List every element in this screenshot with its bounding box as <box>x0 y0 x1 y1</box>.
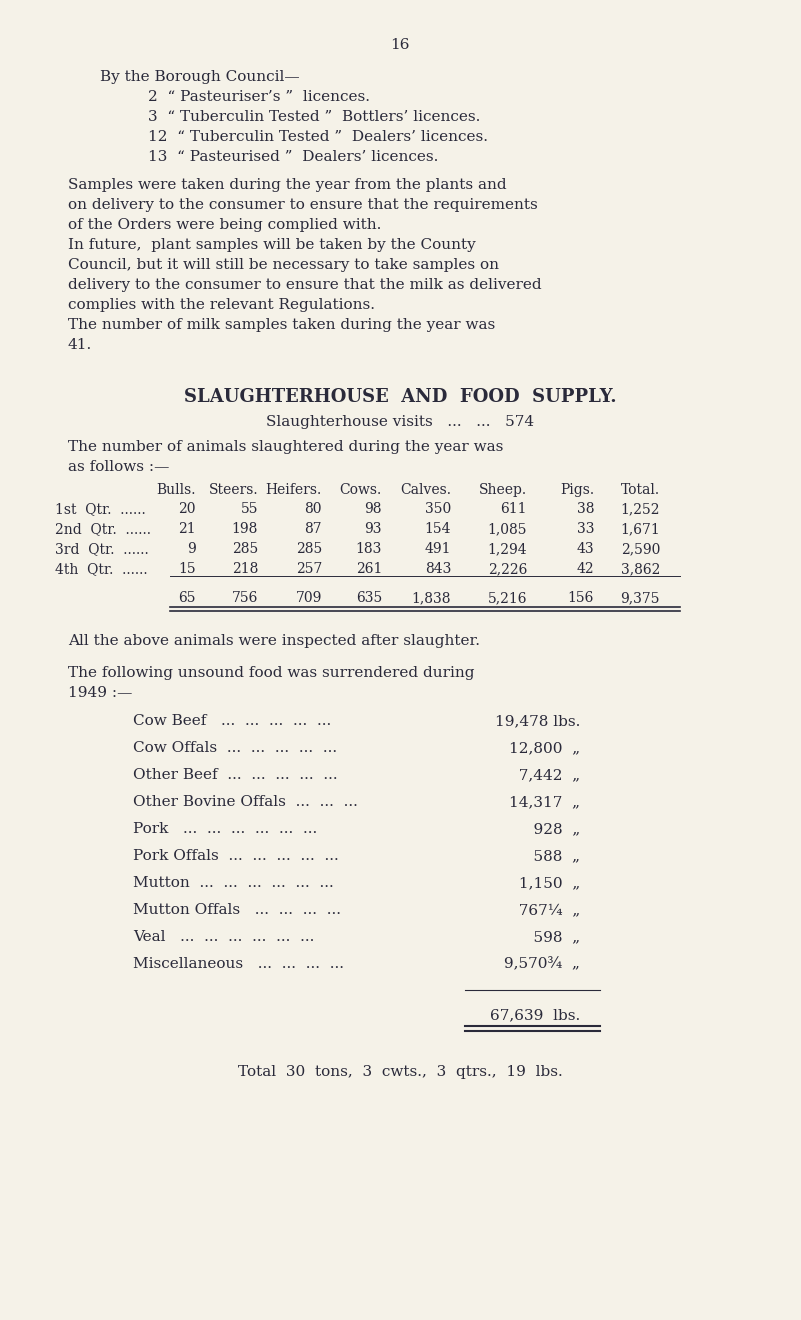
Text: Calves.: Calves. <box>400 483 451 498</box>
Text: as follows :—: as follows :— <box>68 459 169 474</box>
Text: 2nd  Qtr.  ......: 2nd Qtr. ...... <box>55 521 151 536</box>
Text: 1,838: 1,838 <box>412 591 451 605</box>
Text: 43: 43 <box>577 543 594 556</box>
Text: 87: 87 <box>304 521 322 536</box>
Text: 9,570¾  „: 9,570¾ „ <box>499 957 580 972</box>
Text: 16: 16 <box>390 38 410 51</box>
Text: 198: 198 <box>231 521 258 536</box>
Text: 5,216: 5,216 <box>488 591 527 605</box>
Text: Samples were taken during the year from the plants and: Samples were taken during the year from … <box>68 178 506 191</box>
Text: Pork Offals  ...  ...  ...  ...  ...: Pork Offals ... ... ... ... ... <box>133 849 339 863</box>
Text: 98: 98 <box>364 502 382 516</box>
Text: Cow Beef   ...  ...  ...  ...  ...: Cow Beef ... ... ... ... ... <box>133 714 332 729</box>
Text: The following unsound food was surrendered during: The following unsound food was surrender… <box>68 667 474 680</box>
Text: Mutton Offals   ...  ...  ...  ...: Mutton Offals ... ... ... ... <box>133 903 341 917</box>
Text: 9,375: 9,375 <box>621 591 660 605</box>
Text: 14,317  „: 14,317 „ <box>509 795 580 809</box>
Text: 12  “ Tuberculin Tested ”  Dealers’ licences.: 12 “ Tuberculin Tested ” Dealers’ licenc… <box>148 129 488 144</box>
Text: 13  “ Pasteurised ”  Dealers’ licences.: 13 “ Pasteurised ” Dealers’ licences. <box>148 150 438 164</box>
Text: 491: 491 <box>425 543 451 556</box>
Text: delivery to the consumer to ensure that the milk as delivered: delivery to the consumer to ensure that … <box>68 279 541 292</box>
Text: Heifers.: Heifers. <box>266 483 322 498</box>
Text: 20: 20 <box>179 502 196 516</box>
Text: of the Orders were being complied with.: of the Orders were being complied with. <box>68 218 381 232</box>
Text: 1,294: 1,294 <box>487 543 527 556</box>
Text: 2,590: 2,590 <box>621 543 660 556</box>
Text: 218: 218 <box>231 562 258 576</box>
Text: 183: 183 <box>356 543 382 556</box>
Text: Miscellaneous   ...  ...  ...  ...: Miscellaneous ... ... ... ... <box>133 957 344 972</box>
Text: 285: 285 <box>231 543 258 556</box>
Text: 9: 9 <box>187 543 196 556</box>
Text: 261: 261 <box>356 562 382 576</box>
Text: 1,252: 1,252 <box>621 502 660 516</box>
Text: The number of animals slaughtered during the year was: The number of animals slaughtered during… <box>68 440 503 454</box>
Text: Mutton  ...  ...  ...  ...  ...  ...: Mutton ... ... ... ... ... ... <box>133 876 334 890</box>
Text: Pigs.: Pigs. <box>560 483 594 498</box>
Text: 843: 843 <box>425 562 451 576</box>
Text: 21: 21 <box>179 521 196 536</box>
Text: 588  „: 588 „ <box>514 849 580 863</box>
Text: 55: 55 <box>240 502 258 516</box>
Text: 1949 :—: 1949 :— <box>68 686 132 700</box>
Text: 154: 154 <box>425 521 451 536</box>
Text: 33: 33 <box>577 521 594 536</box>
Text: Cows.: Cows. <box>340 483 382 498</box>
Text: 67,639  lbs.: 67,639 lbs. <box>489 1008 580 1022</box>
Text: 598  „: 598 „ <box>514 931 580 944</box>
Text: 42: 42 <box>577 562 594 576</box>
Text: 350: 350 <box>425 502 451 516</box>
Text: 2,226: 2,226 <box>488 562 527 576</box>
Text: Pork   ...  ...  ...  ...  ...  ...: Pork ... ... ... ... ... ... <box>133 822 317 836</box>
Text: 1,150  „: 1,150 „ <box>513 876 580 890</box>
Text: Steers.: Steers. <box>208 483 258 498</box>
Text: Slaughterhouse visits   ...   ...   574: Slaughterhouse visits ... ... 574 <box>266 414 534 429</box>
Text: 767¼  „: 767¼ „ <box>509 903 580 917</box>
Text: 756: 756 <box>231 591 258 605</box>
Text: 1,671: 1,671 <box>620 521 660 536</box>
Text: 257: 257 <box>296 562 322 576</box>
Text: 3rd  Qtr.  ......: 3rd Qtr. ...... <box>55 543 149 556</box>
Text: 38: 38 <box>577 502 594 516</box>
Text: 928  „: 928 „ <box>513 822 580 836</box>
Text: The number of milk samples taken during the year was: The number of milk samples taken during … <box>68 318 495 333</box>
Text: SLAUGHTERHOUSE  AND  FOOD  SUPPLY.: SLAUGHTERHOUSE AND FOOD SUPPLY. <box>183 388 616 407</box>
Text: Other Beef  ...  ...  ...  ...  ...: Other Beef ... ... ... ... ... <box>133 768 338 781</box>
Text: 65: 65 <box>179 591 196 605</box>
Text: Cow Offals  ...  ...  ...  ...  ...: Cow Offals ... ... ... ... ... <box>133 741 337 755</box>
Text: 80: 80 <box>304 502 322 516</box>
Text: 4th  Qtr.  ......: 4th Qtr. ...... <box>55 562 147 576</box>
Text: 7,442  „: 7,442 „ <box>509 768 580 781</box>
Text: 19,478 lbs.: 19,478 lbs. <box>495 714 580 729</box>
Text: 285: 285 <box>296 543 322 556</box>
Text: Veal   ...  ...  ...  ...  ...  ...: Veal ... ... ... ... ... ... <box>133 931 314 944</box>
Text: By the Borough Council—: By the Borough Council— <box>100 70 300 84</box>
Text: 156: 156 <box>568 591 594 605</box>
Text: Council, but it will still be necessary to take samples on: Council, but it will still be necessary … <box>68 257 499 272</box>
Text: 1,085: 1,085 <box>488 521 527 536</box>
Text: 635: 635 <box>356 591 382 605</box>
Text: Sheep.: Sheep. <box>479 483 527 498</box>
Text: 1st  Qtr.  ......: 1st Qtr. ...... <box>55 502 146 516</box>
Text: Bulls.: Bulls. <box>156 483 196 498</box>
Text: All the above animals were inspected after slaughter.: All the above animals were inspected aft… <box>68 634 480 648</box>
Text: Other Bovine Offals  ...  ...  ...: Other Bovine Offals ... ... ... <box>133 795 358 809</box>
Text: Total  30  tons,  3  cwts.,  3  qtrs.,  19  lbs.: Total 30 tons, 3 cwts., 3 qtrs., 19 lbs. <box>238 1065 562 1078</box>
Text: Total.: Total. <box>621 483 660 498</box>
Text: 93: 93 <box>364 521 382 536</box>
Text: In future,  plant samples will be taken by the County: In future, plant samples will be taken b… <box>68 238 476 252</box>
Text: 3,862: 3,862 <box>621 562 660 576</box>
Text: 41.: 41. <box>68 338 92 352</box>
Text: 15: 15 <box>179 562 196 576</box>
Text: 3  “ Tuberculin Tested ”  Bottlers’ licences.: 3 “ Tuberculin Tested ” Bottlers’ licenc… <box>148 110 481 124</box>
Text: complies with the relevant Regulations.: complies with the relevant Regulations. <box>68 298 375 312</box>
Text: 709: 709 <box>296 591 322 605</box>
Text: 2  “ Pasteuriser’s ”  licences.: 2 “ Pasteuriser’s ” licences. <box>148 90 370 104</box>
Text: 611: 611 <box>501 502 527 516</box>
Text: on delivery to the consumer to ensure that the requirements: on delivery to the consumer to ensure th… <box>68 198 537 213</box>
Text: 12,800  „: 12,800 „ <box>509 741 580 755</box>
